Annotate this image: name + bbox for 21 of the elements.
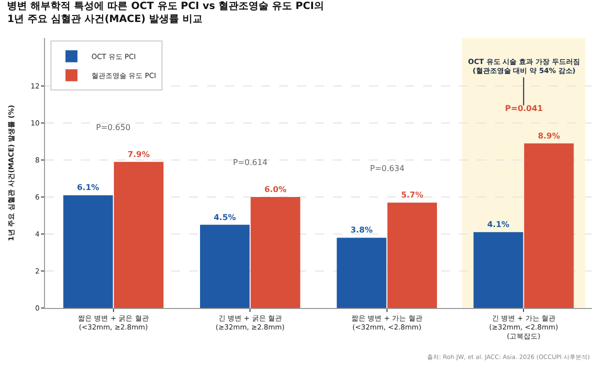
data-label: 3.8% <box>350 226 373 235</box>
data-label: 6.0% <box>264 185 287 194</box>
annotation: P=0.041 <box>505 104 544 113</box>
bar <box>524 143 574 308</box>
data-label: 5.7% <box>401 190 424 200</box>
bar <box>114 162 164 308</box>
annotation: P=0.614 <box>233 158 268 167</box>
data-label: 8.9% <box>538 131 560 140</box>
annotation: P=0.634 <box>370 164 404 173</box>
bar <box>474 232 524 308</box>
bar <box>200 224 250 308</box>
chart-title: 병변 해부학적 특성에 따른 OCT 유도 PCI vs 혈관조영술 유도 PCI의 1년 주요 심혈관 사건(MACE) 발생률 비교 <box>7 1 324 26</box>
data-label: 4.5% <box>214 212 236 222</box>
bar <box>387 202 437 308</box>
data-label: 7.9% <box>128 150 150 159</box>
bar <box>250 197 300 308</box>
bar <box>63 195 113 308</box>
annotation: P=0.650 <box>96 123 130 132</box>
data-label: 4.1% <box>487 220 510 230</box>
data-label: 6.1% <box>76 183 100 192</box>
bar <box>336 238 386 308</box>
